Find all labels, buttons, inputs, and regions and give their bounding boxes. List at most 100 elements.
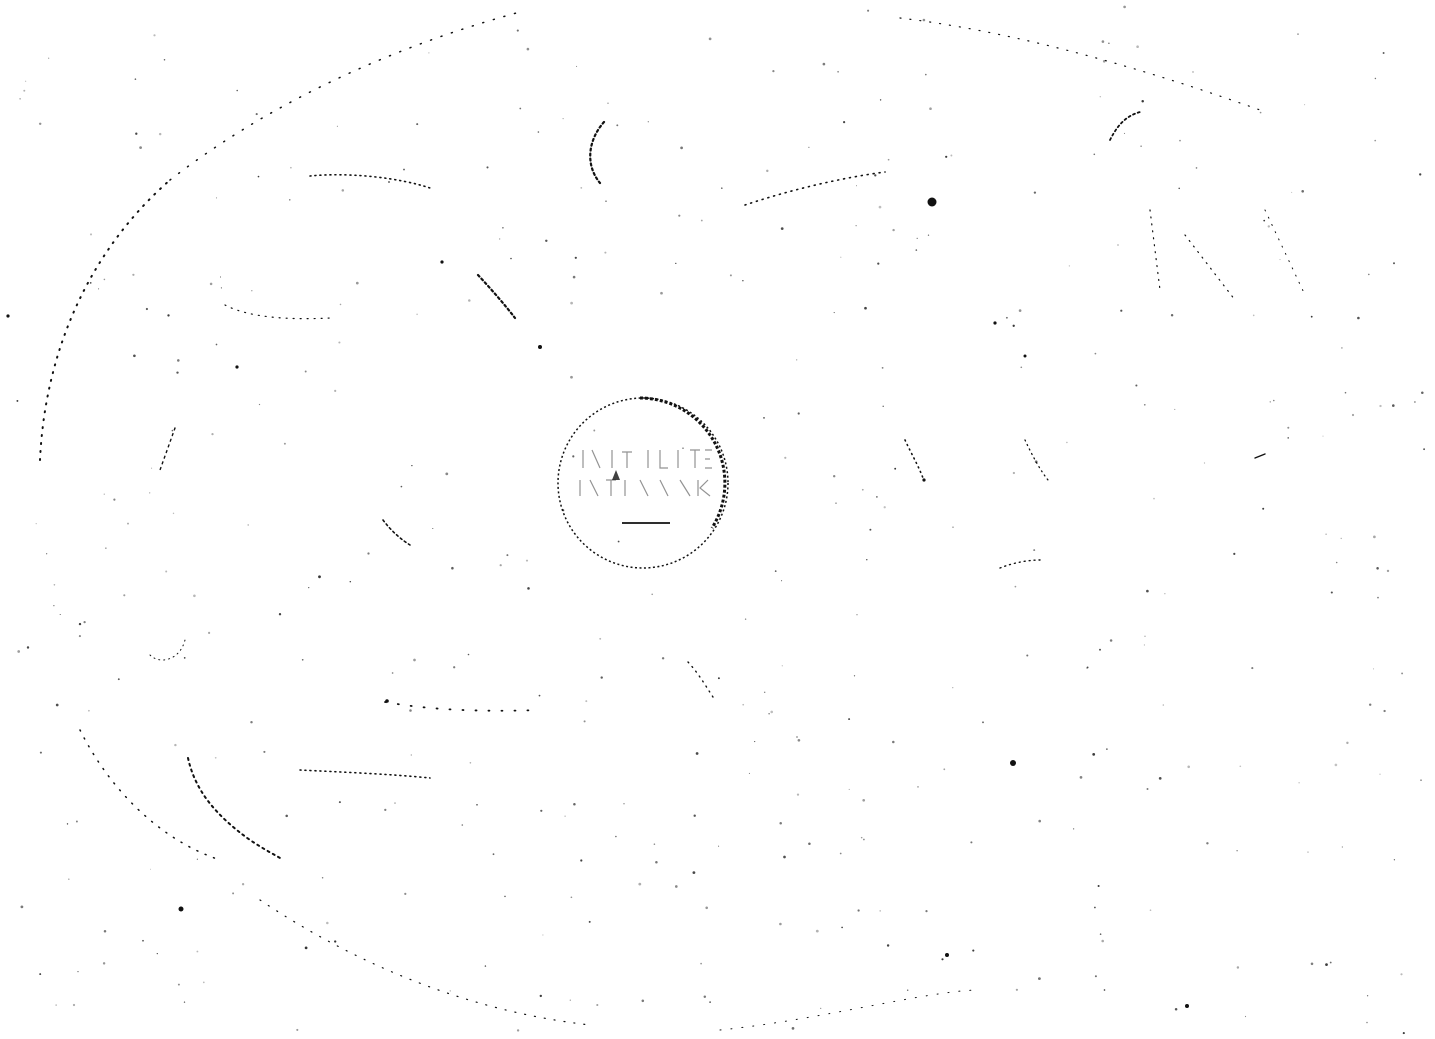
- dot-m: [385, 699, 389, 703]
- speckle-dot: [196, 858, 198, 860]
- speckle-dot: [77, 970, 79, 973]
- speckle-dot: [797, 412, 800, 415]
- speckle-dot: [768, 713, 770, 715]
- speckle-dot: [75, 820, 78, 823]
- speckle-dot: [848, 788, 850, 790]
- speckle-dot: [1392, 404, 1395, 407]
- speckle-dot: [1174, 408, 1176, 410]
- speckle-dot: [88, 709, 90, 712]
- speckle-dot: [318, 575, 321, 579]
- speckle-dot: [486, 166, 489, 169]
- speckle-dot: [772, 70, 775, 73]
- speckle-dot: [1420, 779, 1422, 781]
- speckle-dot: [1310, 315, 1313, 318]
- speckle-dot: [1179, 139, 1181, 142]
- speckle-dot: [341, 189, 345, 192]
- speckle-dot: [133, 354, 136, 358]
- speckle-dot: [972, 949, 975, 952]
- speckle-dot: [26, 646, 30, 649]
- speckle-dot: [894, 467, 897, 470]
- speckle-dot: [1379, 404, 1382, 408]
- speckle-dot: [1287, 426, 1290, 429]
- speckle-dot: [525, 559, 529, 562]
- speckle-dot: [680, 146, 683, 150]
- speckle-dot: [59, 614, 61, 615]
- speckle-dot: [1233, 552, 1236, 556]
- speckle-dot: [134, 78, 137, 80]
- speckle-dot: [1304, 104, 1306, 106]
- speckle-dot: [906, 989, 909, 991]
- speckle-dot: [682, 447, 684, 449]
- dot-e: [1185, 1004, 1189, 1008]
- speckle-dot: [1291, 191, 1293, 193]
- speckle-dot: [416, 123, 419, 126]
- speckle-dot: [55, 1004, 57, 1006]
- speckle-dot: [1263, 219, 1266, 222]
- speckle-dot: [127, 522, 129, 525]
- speckle-dot: [39, 751, 42, 754]
- speckle-dot: [929, 107, 932, 111]
- speckle-dot: [24, 80, 27, 82]
- speckle-dot: [1143, 644, 1145, 646]
- speckle-dot: [220, 287, 222, 289]
- speckle-dot: [839, 852, 842, 855]
- inner-arc-a: [382, 519, 411, 546]
- speckle-dot: [1421, 391, 1424, 394]
- speckle-dot: [304, 946, 308, 950]
- speckle-dot: [1382, 52, 1385, 54]
- dot-i: [1023, 354, 1027, 358]
- speckle-dot: [1335, 561, 1338, 564]
- speckle-dot: [796, 359, 798, 361]
- speckle-dot: [1146, 788, 1149, 790]
- speckle-dot: [748, 772, 750, 774]
- speckle-dot: [23, 89, 26, 92]
- speckle-dot: [53, 584, 56, 586]
- speckle-dot: [952, 687, 954, 689]
- speckle-dot: [165, 570, 168, 573]
- speckle-dot: [403, 168, 405, 171]
- dot-d: [945, 953, 949, 957]
- speckle-dot: [840, 256, 842, 258]
- speckle-dot: [1414, 401, 1416, 403]
- speckle-dot: [843, 121, 846, 124]
- speckle-dot: [132, 273, 135, 276]
- right-hatch-3: [1264, 209, 1306, 296]
- speckle-dot: [527, 587, 530, 590]
- speckle-dot: [255, 113, 258, 116]
- speckle-dot: [1297, 33, 1299, 35]
- speckle-dot: [943, 768, 946, 771]
- speckle-dot: [857, 909, 860, 912]
- dot-j: [6, 314, 10, 318]
- speckle-dot: [574, 256, 577, 259]
- speckle-dot: [833, 312, 835, 314]
- speckle-dot: [570, 896, 573, 899]
- speckle-dot: [1158, 777, 1162, 780]
- speckle-dot: [570, 301, 573, 305]
- speckle-dot: [53, 605, 55, 607]
- speckle-dot: [763, 691, 766, 694]
- speckle-dot: [68, 878, 70, 880]
- speckle-dot: [1325, 963, 1328, 966]
- speckle-dot: [573, 802, 576, 806]
- speckle-dot: [774, 570, 777, 572]
- speckle-dot: [1377, 596, 1379, 599]
- speckle-dot: [887, 158, 890, 161]
- speckle-dot: [384, 808, 387, 812]
- speckle-dot: [545, 239, 548, 243]
- speckle-dot: [754, 741, 756, 743]
- speckle-dot: [1026, 654, 1029, 657]
- speckle-dot: [861, 488, 864, 491]
- speckle-dot: [278, 613, 282, 616]
- speckle-dot: [808, 146, 810, 148]
- speckle-dot: [878, 205, 882, 209]
- speckle-dot: [208, 631, 211, 634]
- speckle-dot: [142, 939, 144, 942]
- right-hatch-2: [1184, 234, 1236, 301]
- speckle-dot: [1094, 975, 1097, 978]
- speckle-dot: [1393, 262, 1395, 265]
- speckle-dot: [815, 929, 819, 933]
- speckle-dot: [837, 70, 839, 73]
- speckle-dot: [593, 429, 596, 432]
- speckle-dot: [1402, 1032, 1405, 1035]
